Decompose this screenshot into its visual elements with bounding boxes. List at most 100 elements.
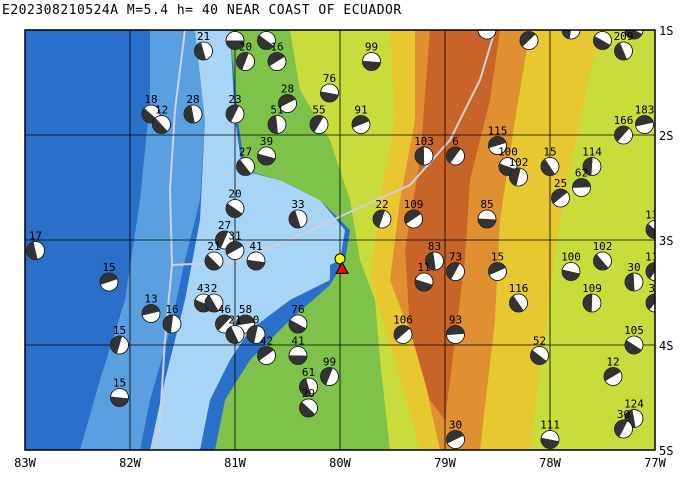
depth-label: 183 bbox=[635, 104, 655, 117]
beachball-quadrant bbox=[415, 147, 425, 165]
depth-label: 99 bbox=[365, 41, 378, 54]
latitude-labels: 1S 2S 3S 4S 5S bbox=[659, 24, 673, 458]
lat-tick-label: 1S bbox=[659, 24, 673, 38]
depth-label: 42 bbox=[260, 335, 273, 348]
depth-label: 20 bbox=[228, 188, 241, 201]
depth-label: 27 bbox=[239, 146, 252, 159]
beachball-quadrant bbox=[562, 30, 571, 39]
beachball-quadrant bbox=[593, 254, 609, 270]
beachball-quadrant bbox=[268, 52, 285, 67]
beachball-quadrant bbox=[509, 168, 521, 186]
beachball-quadrant bbox=[226, 326, 239, 344]
depth-label: 76 bbox=[291, 303, 304, 316]
focal-mechanism: 28 bbox=[278, 83, 297, 113]
focal-mechanism: 15 bbox=[99, 261, 119, 292]
depth-label: 93 bbox=[449, 314, 462, 327]
focal-mechanism: 61 bbox=[299, 366, 318, 397]
depth-label: 9 bbox=[662, 303, 669, 316]
beachball-quadrant bbox=[142, 304, 160, 316]
beachball-quadrant bbox=[100, 273, 118, 285]
depth-label: 25 bbox=[554, 177, 567, 190]
focal-mechanism: 83 bbox=[425, 240, 444, 271]
focal-mechanism: 135 bbox=[645, 209, 655, 239]
beachball-quadrant bbox=[446, 430, 464, 444]
beachball-quadrant bbox=[205, 254, 221, 270]
focal-mechanism: 11 bbox=[477, 9, 497, 40]
beachball-quadrant bbox=[583, 294, 593, 312]
focal-mechanism: 102 bbox=[509, 156, 528, 187]
beachball-quadrant bbox=[625, 273, 635, 291]
beachball-quadrant bbox=[215, 315, 231, 331]
beachball-quadrant bbox=[236, 52, 249, 70]
focal-mechanism: 31 bbox=[225, 230, 245, 260]
depth-label: 112 bbox=[645, 251, 665, 264]
beachball-quadrant bbox=[646, 294, 655, 310]
focal-mechanism: 12 bbox=[519, 30, 539, 50]
lon-tick-label: 83W bbox=[14, 456, 36, 470]
beachball-quadrant bbox=[257, 35, 274, 50]
beachball-quadrant bbox=[26, 241, 38, 260]
beachball-quadrant bbox=[320, 367, 333, 385]
focal-mechanism: 62 bbox=[572, 167, 591, 197]
beachball-circle bbox=[657, 315, 675, 333]
focal-mechanism: 12 bbox=[225, 30, 245, 50]
beachball-quadrant bbox=[257, 153, 276, 165]
mountain-zone bbox=[405, 30, 500, 420]
beachball-quadrant bbox=[110, 396, 129, 407]
focal-mechanism: 12 bbox=[257, 30, 276, 50]
focal-mechanism: 183 bbox=[635, 104, 655, 134]
depth-label: 17 bbox=[29, 230, 42, 243]
beachball-quadrant bbox=[236, 159, 252, 176]
beachball-quadrant bbox=[488, 136, 507, 149]
depth-label: 12 bbox=[606, 356, 619, 369]
beachball-quadrant bbox=[520, 31, 536, 47]
focal-mechanism: 99 bbox=[320, 356, 339, 386]
focal-mechanism: 27 bbox=[236, 146, 255, 176]
lon-tick-label: 78W bbox=[539, 456, 561, 470]
beachball-quadrant bbox=[478, 218, 496, 228]
beachball-quadrant bbox=[415, 279, 433, 291]
beachball-quadrant bbox=[530, 349, 547, 365]
beachball-quadrant bbox=[299, 378, 311, 396]
depth-label: 22 bbox=[375, 198, 388, 211]
beachball-quadrant bbox=[226, 104, 239, 123]
depth-label: 6 bbox=[452, 135, 459, 148]
focal-mechanism: 16 bbox=[162, 303, 182, 334]
beachball-quadrant bbox=[226, 40, 244, 50]
depth-label: 15 bbox=[564, 9, 577, 22]
focal-mechanism: 15 bbox=[488, 251, 507, 281]
depth-label: 100 bbox=[498, 146, 518, 159]
beachball-quadrant bbox=[394, 325, 410, 341]
event-marker bbox=[335, 261, 349, 274]
focal-mechanism: 114 bbox=[582, 146, 602, 176]
beachball-circle bbox=[477, 30, 497, 40]
lat-tick-label: 5S bbox=[659, 444, 673, 458]
lon-tick-label: 82W bbox=[119, 456, 141, 470]
beachball-quadrant bbox=[593, 36, 611, 50]
depth-label: 11 bbox=[480, 9, 493, 22]
depth-label: 43 bbox=[197, 282, 210, 295]
beachball-quadrant bbox=[614, 419, 628, 438]
beachball-quadrant bbox=[425, 252, 436, 270]
depth-label: 76 bbox=[323, 72, 336, 85]
beachball-quadrant bbox=[289, 319, 306, 333]
focal-mechanism: 16 bbox=[267, 41, 287, 71]
depth-label: 73 bbox=[449, 251, 462, 264]
depth-label: 85 bbox=[480, 198, 493, 211]
focal-mechanism: 6 bbox=[446, 135, 465, 166]
lat-tick-label: 2S bbox=[659, 129, 673, 143]
depth-label: 46 bbox=[218, 303, 231, 316]
focal-mechanism: 21 bbox=[194, 30, 213, 61]
depth-label: 23 bbox=[228, 93, 241, 106]
depth-label: 30 bbox=[617, 408, 630, 421]
longitude-labels: 83W 82W 81W 80W 79W 78W 77W bbox=[14, 456, 666, 470]
focal-mechanism: 102 bbox=[593, 240, 612, 271]
beachball-quadrant bbox=[646, 223, 655, 239]
depth-label: 20 bbox=[239, 41, 252, 54]
beachball-quadrant bbox=[446, 262, 460, 280]
focal-mechanism: 15 bbox=[110, 324, 129, 355]
beachball-quadrant bbox=[362, 60, 381, 71]
beachball-quadrant bbox=[205, 295, 219, 312]
focal-mechanism: 20 bbox=[236, 41, 255, 71]
